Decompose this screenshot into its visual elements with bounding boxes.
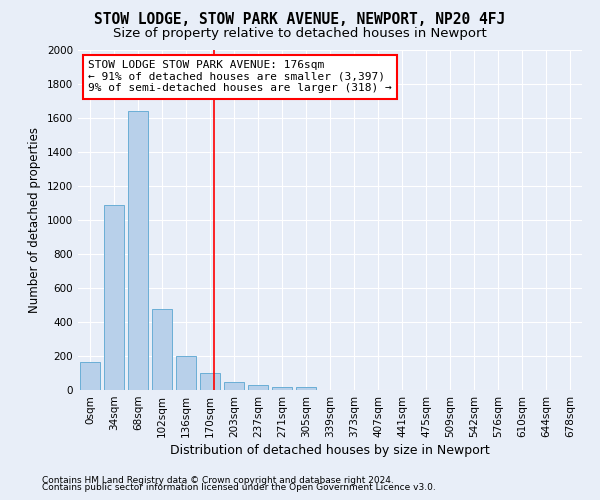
Text: Size of property relative to detached houses in Newport: Size of property relative to detached ho… <box>113 28 487 40</box>
Bar <box>248 385 268 390</box>
Bar <box>296 386 316 390</box>
Bar <box>200 373 220 390</box>
Bar <box>224 382 244 390</box>
Bar <box>80 362 100 390</box>
Bar <box>152 309 172 390</box>
Text: STOW LODGE, STOW PARK AVENUE, NEWPORT, NP20 4FJ: STOW LODGE, STOW PARK AVENUE, NEWPORT, N… <box>94 12 506 28</box>
X-axis label: Distribution of detached houses by size in Newport: Distribution of detached houses by size … <box>170 444 490 457</box>
Bar <box>128 111 148 390</box>
Text: Contains public sector information licensed under the Open Government Licence v3: Contains public sector information licen… <box>42 484 436 492</box>
Y-axis label: Number of detached properties: Number of detached properties <box>28 127 41 313</box>
Text: STOW LODGE STOW PARK AVENUE: 176sqm
← 91% of detached houses are smaller (3,397): STOW LODGE STOW PARK AVENUE: 176sqm ← 91… <box>88 60 392 94</box>
Bar <box>104 204 124 390</box>
Bar <box>272 386 292 390</box>
Bar <box>176 356 196 390</box>
Text: Contains HM Land Registry data © Crown copyright and database right 2024.: Contains HM Land Registry data © Crown c… <box>42 476 394 485</box>
